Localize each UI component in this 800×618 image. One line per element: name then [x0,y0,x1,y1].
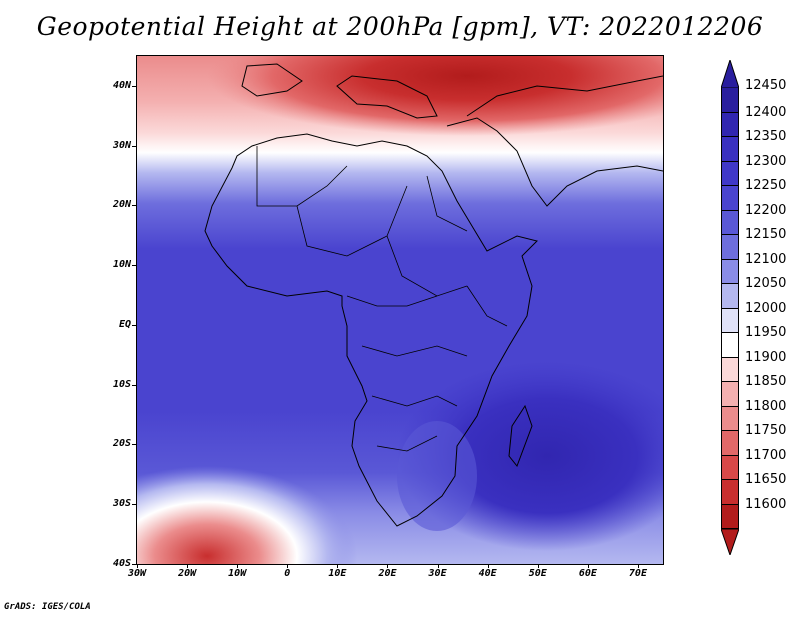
lon-tick-label: 70E [628,568,647,579]
colorbar-level-label: 12050 [745,276,787,291]
colorbar-level-label: 12450 [745,78,787,93]
lat-tick-mark [132,265,137,267]
colorbar-bottom-arrow [721,529,739,555]
colorbar-level-label: 11800 [745,398,787,414]
lat-tick-label: 40N [112,79,131,91]
contour-map [137,56,663,564]
colorbar-top-arrow [721,60,739,88]
colorbar-segment [721,88,739,113]
colorbar-segment [721,186,739,211]
lon-tick-mark [437,564,439,568]
coastlines [204,63,663,527]
lon-tick-mark [187,564,189,568]
colorbar-level-label: 11700 [745,447,787,463]
colorbar-level-label: 12300 [745,153,787,169]
colorbar-level-label: 12250 [745,178,787,193]
colorbar-segment [721,284,739,309]
lat-tick-label: 20N [112,199,131,211]
lat-tick-label: 10S [112,378,131,390]
lon-tick-label: 60E [578,568,597,579]
map-panel [136,55,664,565]
lon-tick-mark [337,564,339,568]
colorbar-scale [721,88,739,529]
lon-tick-label: 50E [528,568,547,579]
colorbar-level-label: 11750 [745,423,787,438]
lat-tick-mark [132,145,137,147]
colorbar-segment [721,259,739,284]
lon-tick-label: 30W [127,568,147,579]
lon-tick-mark [287,564,289,568]
colorbar-segment [721,431,739,456]
colorbar-segment [721,333,739,358]
colorbar-level-label: 12150 [745,227,787,242]
southwest-cutoff-low [137,466,357,564]
colorbar-segment [721,455,739,480]
lon-tick-mark [587,564,589,568]
colorbar-level-label: 11850 [745,374,787,389]
lon-tick-mark [537,564,539,568]
lat-tick-label: 40S [112,558,131,569]
lon-tick-label: 20E [378,568,397,579]
lat-tick-label: 30N [112,139,131,151]
lat-tick-label: 30S [112,498,131,510]
colorbar-level-label: 12100 [745,251,787,267]
country-borders [256,146,508,452]
southern-africa-high-pocket [397,421,477,531]
colorbar-level-label: 11600 [745,496,787,512]
lon-tick-mark [137,564,138,568]
lat-tick-mark [132,85,137,87]
colorbar-segment [721,308,739,333]
credit-label: GrADS: IGES/COLA [4,602,91,612]
lon-tick-label: 0 [284,568,291,579]
colorbar-segment [721,137,739,162]
colorbar-segment [721,112,739,137]
lon-tick-label: 10W [228,568,247,579]
colorbar-level-label: 12000 [745,300,787,316]
lon-tick-mark [487,564,489,568]
colorbar-level-label: 11650 [745,472,787,487]
colorbar-segment [721,480,739,505]
colorbar-level-label: 12350 [745,129,787,144]
lon-tick-mark [387,564,389,568]
colorbar-level-label: 12200 [745,202,787,218]
lat-tick-label: 10N [112,259,131,271]
lat-tick-label: EQ [118,318,131,330]
colorbar-level-label: 12400 [745,104,787,120]
lat-tick-mark [132,564,137,565]
colorbar-segment [721,504,739,529]
lon-tick-mark [637,564,639,568]
colorbar-segment [721,406,739,431]
lat-tick-mark [132,504,137,506]
colorbar-segment [721,210,739,235]
map-title: Geopotential Height at 200hPa [gpm], VT:… [36,12,764,41]
lon-tick-label: 40E [478,568,497,579]
colorbar-segment [721,161,739,186]
lon-tick-mark [237,564,239,568]
lat-tick-label: 20S [112,438,131,450]
lon-tick-label: 30E [428,568,447,579]
lon-tick-label: 20W [178,568,197,579]
colorbar-segment [721,235,739,260]
lat-tick-mark [132,384,137,386]
colorbar-level-label: 11950 [745,325,787,340]
lat-tick-mark [132,205,137,207]
lat-tick-mark [132,444,137,446]
mediterranean-trough [207,56,663,136]
colorbar-segment [721,357,739,382]
colorbar-level-label: 11900 [745,349,787,365]
lat-tick-mark [132,324,137,326]
lon-tick-label: 10E [328,568,347,579]
colorbar-segment [721,382,739,407]
